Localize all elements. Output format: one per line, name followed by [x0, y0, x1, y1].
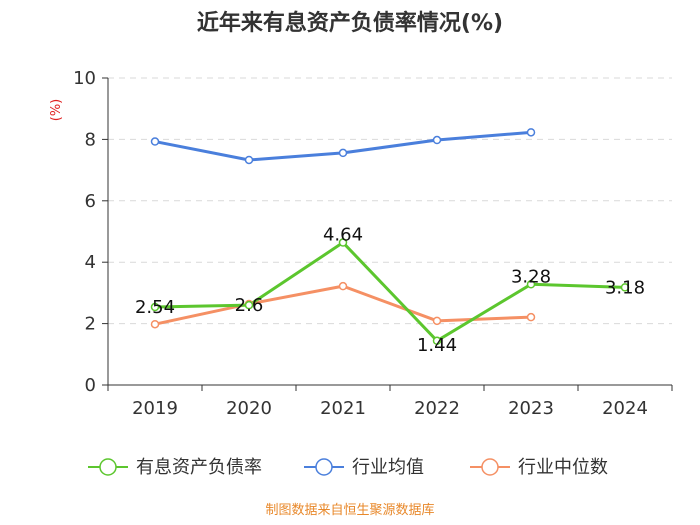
- series-1-point-2020: [244, 155, 254, 165]
- legend-label-0: 有息资产负债率: [136, 457, 262, 478]
- series-line-0: [154, 241, 626, 343]
- x-tick-label-2024: 2024: [602, 398, 648, 419]
- y-tick-label-2: 4: [85, 252, 96, 273]
- series-1-point-2021: [338, 148, 348, 158]
- data-label-2022: 1.44: [417, 335, 457, 356]
- x-tick-label-2021: 2021: [320, 398, 366, 419]
- series-0-point-2023: [526, 280, 536, 289]
- x-tick-label-2020: 2020: [226, 398, 272, 419]
- series-0-point-2021: [338, 238, 348, 247]
- series-1-point-2023: [526, 128, 536, 137]
- x-tick-label-2023: 2023: [508, 398, 554, 419]
- legend-marker-1: [315, 458, 333, 476]
- legend-item-1: 行业均值: [304, 457, 424, 478]
- series-0-point-2020: [244, 300, 254, 310]
- series-0-point-2019: [150, 302, 160, 312]
- x-tick-label-2022: 2022: [414, 398, 460, 419]
- data-label-2023: 3.28: [511, 266, 551, 287]
- data-labels: 2.54 2.6 4.64 1.44 3.28 3.18: [135, 225, 645, 356]
- series-1-point-2019: [150, 137, 160, 146]
- y-tick-label-4: 8: [85, 129, 96, 150]
- data-label-2021: 4.64: [323, 225, 363, 246]
- series-0-point-2022: [432, 336, 442, 346]
- series-lines: [154, 130, 626, 343]
- grid-lines: [108, 77, 672, 325]
- legend: 有息资产负债率 行业均值 行业中位数: [88, 457, 608, 478]
- legend-label-2: 行业中位数: [518, 457, 608, 478]
- y-tick-label-3: 6: [85, 191, 96, 212]
- series-2-point-2023: [526, 312, 536, 322]
- legend-marker-2: [481, 458, 499, 476]
- series-1-point-2022: [432, 135, 442, 145]
- series-2-point-2021: [338, 281, 348, 291]
- chart-title: 近年来有息资产负债率情况(%): [197, 10, 503, 36]
- series-0-point-2024: [620, 283, 630, 292]
- legend-label-1: 行业均值: [352, 457, 424, 478]
- data-label-2019: 2.54: [135, 297, 175, 318]
- x-tick-label-2019: 2019: [132, 398, 178, 419]
- y-tick-label-0: 0: [85, 375, 96, 396]
- y-tick-label-5: 10: [73, 68, 96, 89]
- data-label-2024: 3.18: [605, 277, 645, 298]
- y-unit-label: (%): [49, 99, 64, 122]
- y-tick-label-1: 2: [85, 314, 96, 335]
- legend-item-0: 有息资产负债率: [88, 457, 262, 478]
- legend-item-2: 行业中位数: [470, 457, 608, 478]
- series-points: [150, 128, 630, 346]
- legend-marker-0: [99, 458, 117, 476]
- series-2-point-2019: [150, 319, 160, 329]
- source-note: 制图数据来自恒生聚源数据库: [265, 502, 434, 518]
- data-label-2020: 2.6: [235, 295, 264, 316]
- series-2-point-2022: [432, 316, 442, 326]
- axes: 0 2 4 6 8 10 2019 2020 2021 2022 2023 2024: [73, 68, 673, 419]
